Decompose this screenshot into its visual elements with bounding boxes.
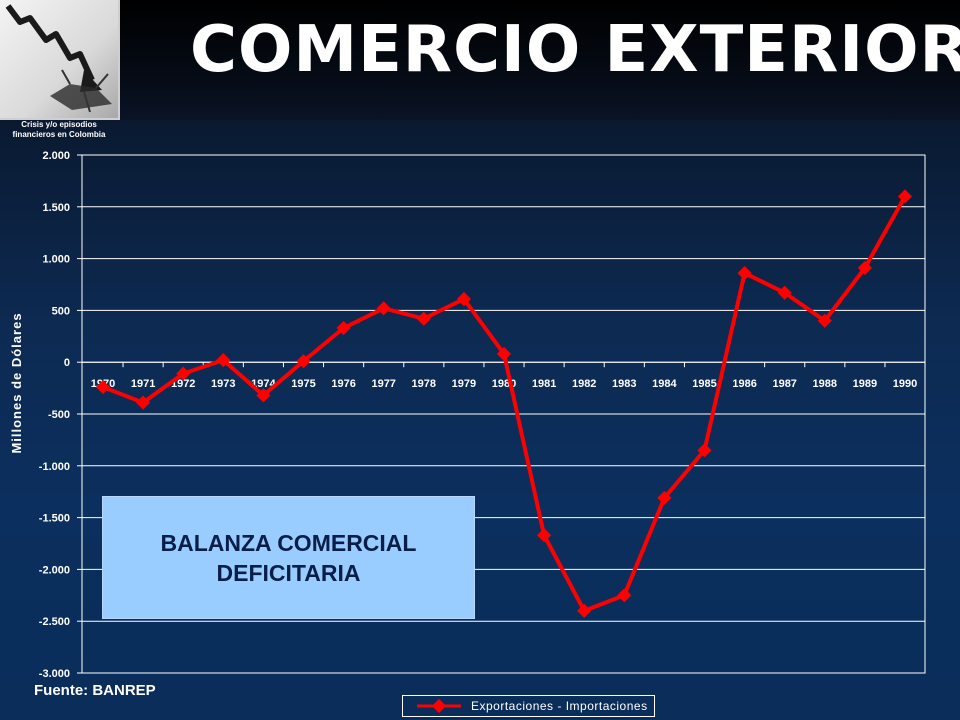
series-exportaciones-importaciones — [95, 189, 913, 618]
x-tick-label: 1989 — [853, 378, 877, 390]
data-point — [777, 285, 792, 300]
x-tick-label: 1988 — [813, 378, 837, 390]
x-tick-labels: 1970197119721973197419751976197719781979… — [91, 378, 917, 390]
y-tick-labels: 2.000 1.500 1.000 500 0 -500 -1.000 -1.500 -2.00… — [39, 150, 70, 680]
data-point — [657, 490, 672, 505]
data-point — [897, 189, 913, 204]
data-point — [697, 443, 712, 458]
x-tick-label: 1983 — [612, 378, 636, 390]
data-point — [857, 260, 872, 275]
x-tick-label: 1977 — [371, 378, 395, 390]
data-point — [416, 311, 431, 326]
callout-line1: BALANZA COMERCIAL — [160, 529, 417, 556]
data-point — [336, 320, 351, 336]
logo — [0, 0, 120, 120]
x-tick-label: 1982 — [572, 378, 596, 390]
x-tick-label: 1976 — [331, 378, 355, 390]
x-tick-label: 1973 — [211, 378, 235, 390]
data-point — [577, 603, 592, 618]
x-tick-label: 1981 — [532, 378, 556, 390]
y-axis-label: Millones de Dólares — [9, 312, 24, 453]
y-tick-label: 1.000 — [42, 254, 70, 266]
y-tick-label: -3.000 — [39, 668, 70, 680]
y-tick-label: -2.500 — [39, 616, 70, 628]
data-point — [176, 366, 191, 381]
data-point — [376, 301, 391, 316]
source-note: Fuente: BANREP — [34, 682, 156, 699]
x-tick-label: 1975 — [291, 378, 315, 390]
y-tick-label: -500 — [48, 409, 70, 421]
data-point — [256, 388, 271, 403]
page-title: COMERCIO EXTERIOR — [190, 13, 960, 87]
data-point — [456, 291, 471, 307]
logo-caption: Crisis y/o episodios financieros en Colo… — [0, 120, 118, 140]
x-tick-label: 1987 — [772, 378, 796, 390]
x-tick-label: 1979 — [452, 378, 476, 390]
data-point — [817, 313, 832, 328]
falling-chart-icon — [5, 4, 112, 113]
y-tick-label: -1.000 — [39, 461, 70, 473]
x-tick-label: 1984 — [652, 378, 677, 390]
callout-line2: DEFICITARIA — [216, 559, 361, 586]
data-point — [537, 528, 552, 543]
y-tick-label: 500 — [52, 305, 70, 317]
legend-swatch — [417, 698, 461, 714]
data-point — [216, 353, 231, 368]
legend-label: Exportaciones - Importaciones — [471, 699, 648, 713]
x-tick-label: 1985 — [692, 378, 716, 390]
data-point — [296, 354, 311, 369]
y-tick-label: -1.500 — [39, 513, 70, 525]
x-tick-label: 1971 — [131, 378, 155, 390]
data-point — [617, 588, 632, 603]
y-tick-label: 1.500 — [42, 202, 70, 214]
callout-box: BALANZA COMERCIAL DEFICITARIA — [102, 496, 475, 619]
logo-caption-line1: Crisis y/o episodios — [21, 120, 97, 129]
data-point — [95, 379, 111, 395]
x-tick-label: 1990 — [893, 378, 917, 390]
y-tick-label: -2.000 — [39, 564, 70, 576]
x-tick-label: 1978 — [412, 378, 436, 390]
chart-legend: Exportaciones - Importaciones — [402, 695, 655, 717]
header-band — [0, 0, 960, 120]
data-point — [136, 395, 151, 410]
x-tick-label: 1986 — [732, 378, 756, 390]
data-point — [496, 346, 512, 361]
x-tick-label: 1972 — [171, 378, 195, 390]
logo-caption-line2: financieros en Colombia — [12, 130, 106, 139]
y-tick-label: 0 — [64, 357, 70, 369]
y-tick-label: 2.000 — [42, 150, 70, 162]
data-point — [737, 266, 752, 281]
